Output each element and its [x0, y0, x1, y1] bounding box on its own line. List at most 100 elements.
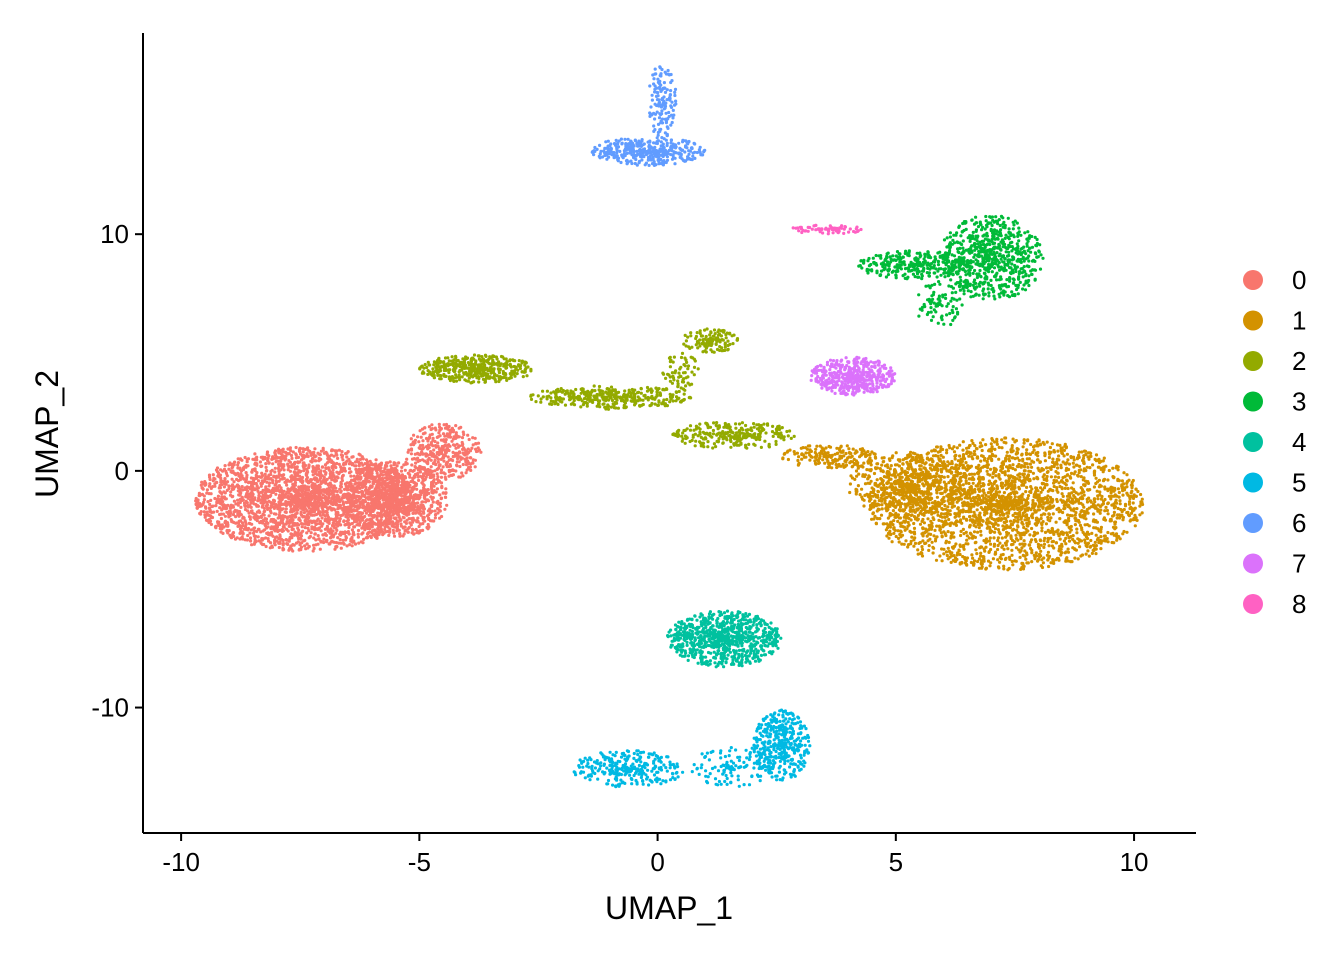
point [321, 489, 325, 493]
point [259, 515, 263, 519]
point [265, 494, 269, 498]
point [1000, 536, 1004, 540]
point [454, 446, 458, 450]
point [275, 539, 279, 543]
point [291, 549, 295, 553]
point [405, 501, 409, 505]
point [439, 475, 444, 479]
point [432, 448, 436, 452]
point [280, 494, 284, 498]
point [357, 484, 361, 488]
point [374, 464, 378, 468]
point [331, 486, 335, 490]
point [961, 483, 965, 487]
point [266, 525, 270, 529]
point [1075, 531, 1079, 535]
point [946, 505, 950, 509]
point [367, 467, 371, 471]
point [1040, 529, 1044, 533]
point [315, 473, 320, 477]
point [337, 541, 341, 545]
point [1011, 437, 1015, 441]
point [442, 423, 446, 427]
point [347, 457, 351, 461]
point [1075, 527, 1079, 531]
point [910, 535, 914, 539]
point [917, 541, 921, 546]
point [244, 478, 248, 482]
point [334, 518, 338, 522]
point [1056, 466, 1060, 470]
point [1001, 494, 1005, 498]
point [329, 470, 333, 474]
point [429, 427, 433, 432]
point [927, 544, 931, 548]
point [290, 510, 294, 514]
point [271, 462, 275, 466]
point [299, 545, 304, 549]
point [377, 495, 381, 499]
point [362, 523, 366, 527]
point [932, 517, 936, 522]
point [1048, 495, 1053, 500]
point [252, 512, 256, 516]
point [354, 514, 358, 518]
point [1032, 553, 1036, 558]
point [1103, 509, 1107, 513]
point [208, 502, 212, 506]
point [388, 530, 392, 534]
point [413, 452, 417, 456]
point [269, 493, 273, 498]
point [274, 492, 278, 496]
point [1066, 458, 1070, 462]
point [330, 465, 334, 470]
point [253, 467, 257, 471]
point [376, 511, 380, 515]
point [339, 523, 343, 527]
point [300, 505, 304, 509]
point [433, 426, 437, 430]
point [1089, 538, 1093, 543]
point [460, 440, 464, 445]
point [1045, 466, 1049, 470]
point [336, 456, 340, 460]
point [336, 536, 340, 540]
point [273, 543, 277, 547]
point [213, 477, 217, 481]
point [463, 451, 467, 455]
point [322, 479, 326, 483]
point [1019, 465, 1023, 469]
point [415, 501, 419, 505]
point [298, 493, 302, 497]
point [279, 462, 283, 466]
point [1041, 475, 1045, 479]
point [435, 487, 439, 491]
point [1041, 561, 1045, 565]
point [222, 490, 226, 494]
point [286, 452, 290, 456]
point [375, 514, 379, 518]
point [210, 504, 214, 509]
point [437, 422, 441, 426]
point [420, 447, 424, 451]
point [265, 500, 269, 504]
point [304, 501, 308, 505]
point [1053, 475, 1057, 479]
point [311, 457, 315, 461]
point [270, 457, 274, 461]
point [451, 473, 455, 477]
point [1057, 475, 1061, 479]
point [1092, 485, 1096, 489]
point [378, 520, 382, 524]
point [1047, 564, 1051, 569]
point [327, 521, 331, 526]
point [218, 490, 222, 494]
point [278, 515, 282, 519]
point [311, 549, 315, 553]
point [401, 475, 405, 479]
point [1075, 457, 1079, 461]
point [254, 517, 258, 521]
point [396, 474, 400, 478]
point [273, 451, 277, 455]
point [436, 457, 441, 461]
